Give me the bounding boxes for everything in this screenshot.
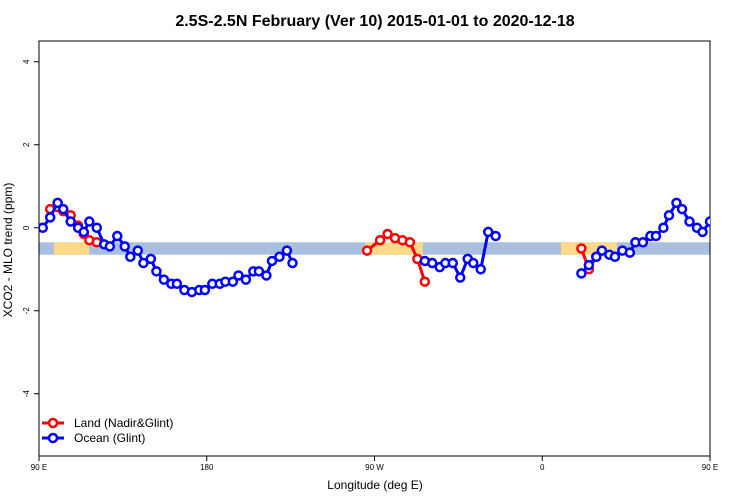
series-1-point-1-7 (468, 257, 479, 269)
series-1-point-2-24 (741, 242, 749, 250)
land-ocean-band (39, 242, 710, 255)
series-0-point-2-0 (576, 243, 587, 254)
series-1 (39, 197, 749, 298)
series-1-point-2-20 (713, 224, 721, 232)
series-1-point-0-6 (78, 226, 89, 238)
series-1-point-2-0 (576, 268, 587, 279)
series-layer (39, 197, 750, 298)
y-axis-label: XCO2 - MLO trend (ppm) (1, 183, 15, 318)
series-0-point-3-3 (738, 211, 746, 219)
x-tick-label-4: 90 E (702, 463, 718, 472)
axes: 90 E 180 90 W 0 90 E -4 -2 0 2 4 (22, 40, 718, 472)
series-1-point-1-8 (475, 264, 486, 275)
series-0-point-3-4 (745, 222, 750, 230)
series-1-point-1-10 (490, 230, 501, 242)
series-0-point-1-1 (374, 234, 386, 246)
series-1-point-0-18 (158, 274, 170, 285)
series-1-point-2-12 (658, 222, 669, 233)
series-1-point-2-13 (663, 210, 675, 221)
series-1-point-2-22 (727, 242, 735, 250)
series-0-point-3-1 (725, 203, 733, 211)
land-band-0 (53, 242, 90, 255)
x-tick-label-0: 90 E (31, 463, 47, 472)
series-1-point-2-9 (637, 237, 649, 248)
series-1-point-2-18 (697, 226, 708, 238)
x-axis-label: Longitude (deg E) (327, 478, 422, 492)
series-0-point-1-5 (404, 237, 416, 248)
series-1-point-0-35 (274, 251, 285, 263)
legend-label-1: Ocean (Glint) (74, 431, 145, 445)
series-1-point-0-0 (39, 222, 48, 233)
series-1-point-0-14 (132, 245, 144, 256)
series-1-point-0-12 (119, 241, 130, 252)
legend-marker-1 (47, 432, 59, 444)
series-0-point-1-7 (419, 276, 431, 287)
series-1-point-2-7 (624, 247, 636, 258)
series-1-point-0-1 (44, 212, 56, 223)
series-1-point-0-2 (52, 197, 63, 209)
series-1-point-0-15 (138, 257, 149, 269)
series-1-point-0-20 (171, 278, 183, 290)
x-tick-label-2: 90 W (365, 463, 384, 472)
series-1-point-0-29 (233, 270, 244, 281)
series-1-point-0-28 (227, 276, 239, 287)
y-tick-label-3: 2 (22, 142, 31, 147)
series-1-point-1-1 (427, 257, 438, 269)
series-1-point-2-14 (671, 197, 682, 209)
y-tick-label-0: -4 (22, 390, 31, 398)
series-1-point-0-7 (84, 216, 95, 227)
series-1-point-0-4 (65, 216, 76, 227)
series-0-point-3-0 (717, 205, 725, 213)
y-tick-label-1: -2 (22, 307, 31, 315)
series-1-point-2-19 (704, 216, 710, 227)
y-tick-label-2: 0 (22, 225, 31, 230)
series-1-point-0-36 (281, 245, 293, 256)
series-1-point-2-5 (609, 251, 621, 263)
series-1-point-0-8 (91, 222, 103, 233)
chart-title: 2.5S-2.5N February (Ver 10) 2015-01-01 t… (175, 13, 574, 30)
series-1-point-0-11 (112, 230, 123, 242)
series-1-point-2-16 (684, 216, 695, 227)
series-1-point-2-21 (721, 240, 729, 248)
y-tick-label-4: 4 (22, 59, 31, 64)
series-1-point-1-5 (454, 272, 466, 283)
series-1-point-0-32 (253, 266, 265, 277)
series-1-point-1-4 (447, 257, 459, 269)
series-0-point-1-2 (382, 228, 393, 240)
series-1-point-0-24 (199, 284, 211, 296)
x-tick-label-3: 0 (540, 463, 545, 472)
series-0-point-3-2 (730, 207, 738, 215)
series-1-point-0-37 (287, 257, 298, 269)
series-1-point-0-30 (240, 274, 252, 285)
series-0-point-1-0 (361, 245, 373, 256)
series-1-point-2-2 (591, 251, 602, 263)
series-1-point-0-33 (261, 270, 272, 281)
series-1-point-0-34 (266, 255, 278, 267)
series-1-point-2-11 (650, 230, 662, 242)
x-tick-label-1: 180 (200, 463, 214, 472)
series-1-point-2-23 (734, 232, 742, 240)
series-1-point-2-1 (583, 259, 595, 271)
series-1-point-2-3 (596, 245, 608, 256)
series-1-point-0-13 (125, 251, 136, 263)
legend-label-0: Land (Nadir&Glint) (74, 416, 173, 430)
legend-marker-0 (47, 417, 59, 429)
series-1-point-0-17 (151, 266, 162, 277)
series-1-point-0-10 (104, 241, 116, 252)
series-1-point-0-16 (145, 253, 157, 265)
legend: Land (Nadir&Glint)Ocean (Glint) (42, 416, 173, 445)
series-1-point-1-9 (482, 226, 494, 238)
series-1-point-0-3 (57, 203, 69, 215)
series-0-line-3 (721, 207, 750, 242)
series-1-point-2-15 (676, 203, 688, 215)
